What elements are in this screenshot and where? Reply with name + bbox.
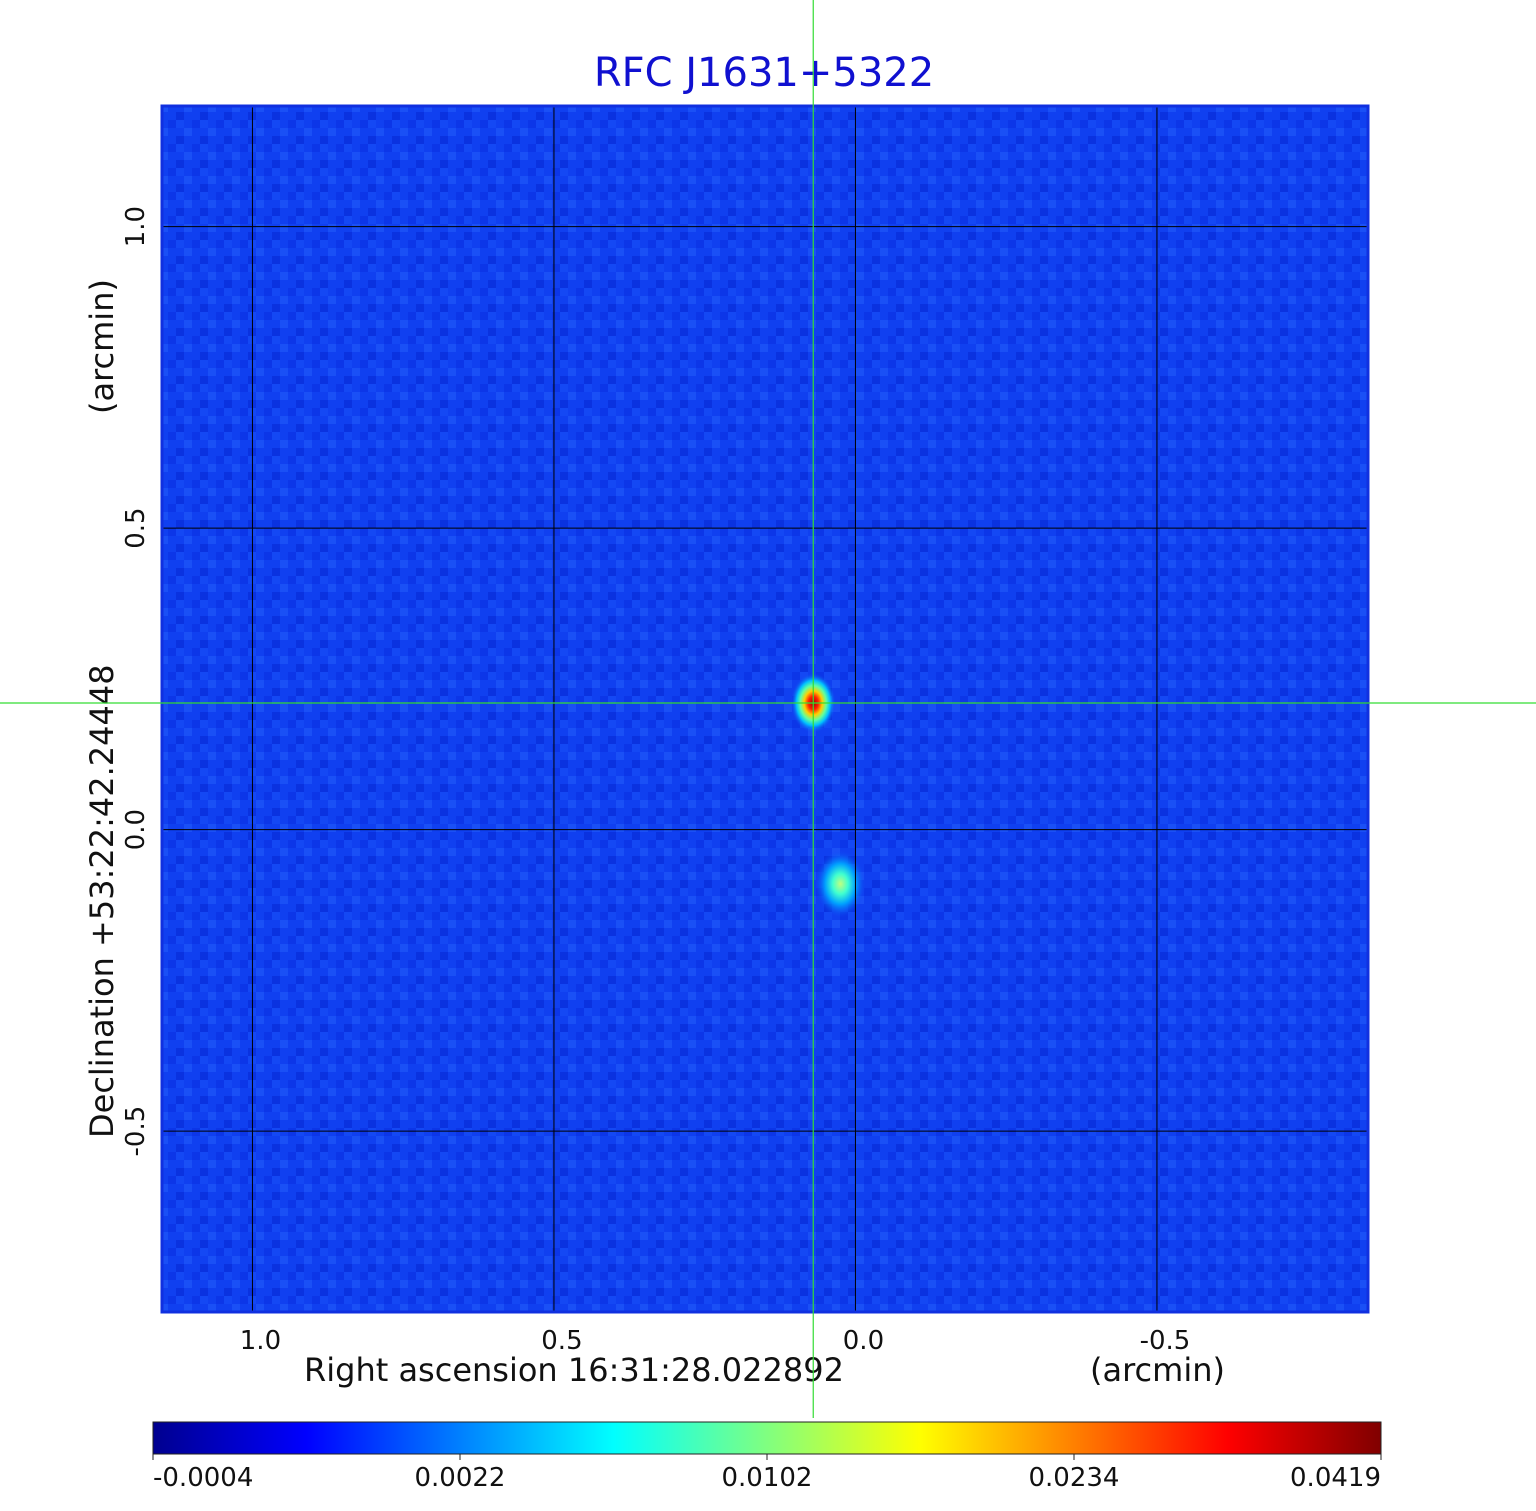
colorbar-tick-label: 0.0102 bbox=[722, 1463, 813, 1493]
colorbar-ticks: -0.0004 0.0022 0.0102 0.0234 0.0419 bbox=[152, 1454, 1382, 1493]
source-2 bbox=[814, 849, 866, 918]
colorbar bbox=[152, 1421, 1382, 1455]
image-background bbox=[162, 106, 1368, 1312]
colorbar-tick-label: -0.0004 bbox=[153, 1463, 253, 1493]
x-tick-label: -0.5 bbox=[1140, 1326, 1191, 1356]
x-tick-label: 1.0 bbox=[240, 1326, 281, 1356]
y-tick-label: 0.0 bbox=[121, 809, 151, 850]
x-tick-label: 0.0 bbox=[843, 1326, 884, 1356]
colorbar-tick-label: 0.0419 bbox=[1290, 1463, 1381, 1493]
y-tick-group: 1.0 bbox=[121, 206, 151, 247]
y-tick-label: -0.5 bbox=[121, 1106, 151, 1157]
x-axis-unit: (arcmin) bbox=[1090, 1351, 1225, 1389]
colorbar-tick-label: 0.0234 bbox=[1029, 1463, 1120, 1493]
plot-frame bbox=[160, 104, 1370, 1314]
y-axis-unit: (arcmin) bbox=[83, 279, 121, 414]
y-tick-label: 1.0 bbox=[121, 206, 151, 247]
plot-area bbox=[160, 104, 1370, 1314]
y-tick-label: 0.5 bbox=[121, 507, 151, 548]
y-tick-group: 0.5 bbox=[121, 507, 151, 548]
colorbar-tick-label: 0.0022 bbox=[415, 1463, 506, 1493]
x-tick-label: 0.5 bbox=[541, 1326, 582, 1356]
x-axis-label: Right ascension 16:31:28.022892 bbox=[304, 1351, 844, 1389]
y-axis-label: Declination +53:22:42.24448 bbox=[83, 664, 121, 1138]
y-tick-group: 0.0 bbox=[121, 809, 151, 850]
y-tick-group: -0.5 bbox=[121, 1106, 151, 1157]
chart-title: RFC J1631+5322 bbox=[594, 50, 934, 96]
